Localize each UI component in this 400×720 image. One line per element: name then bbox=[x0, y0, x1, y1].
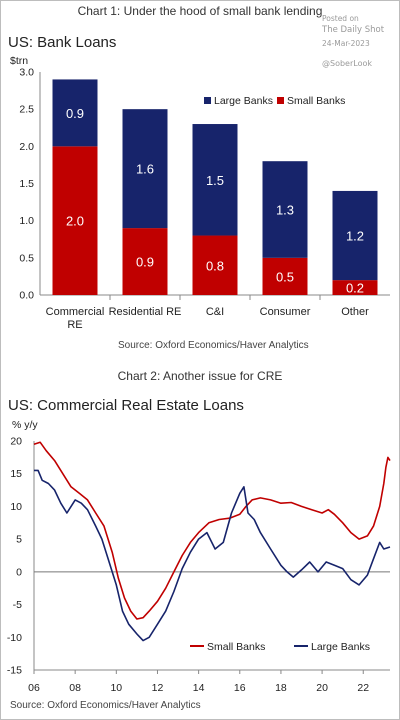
large-banks-data-label: 1.3 bbox=[276, 203, 294, 218]
watermark-handle: @SoberLook bbox=[322, 59, 372, 68]
large-banks-data-label: 1.5 bbox=[206, 173, 224, 188]
small-banks-bar bbox=[262, 257, 308, 295]
y-tick-label: 15 bbox=[10, 468, 22, 480]
category-label: Consumer bbox=[260, 306, 311, 318]
small-banks-data-label: 0.9 bbox=[136, 255, 154, 270]
legend-swatch bbox=[277, 97, 284, 104]
chart2-source: Source: Oxford Economics/Haver Analytics bbox=[10, 700, 201, 711]
chart1-source: Source: Oxford Economics/Haver Analytics bbox=[118, 340, 309, 351]
legend-label: Small Banks bbox=[287, 95, 345, 107]
y-tick-label: -15 bbox=[7, 665, 22, 677]
chart2-heading: Chart 2: Another issue for CRE bbox=[117, 369, 283, 383]
legend-label: Large Banks bbox=[311, 641, 370, 653]
x-tick-label: 10 bbox=[110, 682, 122, 694]
large-banks-bar bbox=[122, 109, 168, 229]
category-label: Commercial bbox=[46, 306, 105, 318]
small-banks-data-label: 0.2 bbox=[346, 281, 364, 296]
y-tick-label: 1.0 bbox=[19, 215, 34, 227]
chart2-title: US: Commercial Real Estate Loans bbox=[8, 397, 244, 414]
watermark-date: 24-Mar-2023 bbox=[322, 39, 370, 48]
category-label: C&I bbox=[206, 306, 224, 318]
category-label: RE bbox=[67, 319, 82, 331]
small-banks-bar bbox=[332, 280, 378, 295]
legend-swatch bbox=[204, 97, 211, 104]
watermark-source: The Daily Shot bbox=[322, 25, 385, 35]
legend-label: Small Banks bbox=[207, 641, 265, 653]
large-banks-bar bbox=[52, 79, 98, 147]
x-tick-label: 20 bbox=[316, 682, 328, 694]
small-banks-bar bbox=[122, 228, 168, 295]
x-tick-label: 22 bbox=[357, 682, 369, 694]
x-tick-label: 18 bbox=[275, 682, 287, 694]
x-tick-label: 16 bbox=[234, 682, 246, 694]
large-banks-bar bbox=[332, 190, 378, 281]
small-banks-bar bbox=[52, 146, 98, 295]
category-label: Residential RE bbox=[109, 306, 182, 318]
y-tick-label: 2.5 bbox=[19, 104, 34, 116]
x-tick-label: 06 bbox=[28, 682, 40, 694]
y-tick-label: 0 bbox=[16, 566, 22, 578]
y-tick-label: 1.5 bbox=[19, 178, 34, 190]
y-tick-label: 2.0 bbox=[19, 141, 34, 153]
large-banks-line bbox=[34, 469, 391, 642]
x-tick-label: 12 bbox=[152, 682, 164, 694]
watermark-posted-on: Posted on bbox=[322, 14, 359, 23]
small-banks-bar bbox=[192, 235, 238, 295]
y-tick-label: 3.0 bbox=[19, 67, 34, 79]
x-tick-label: 14 bbox=[193, 682, 205, 694]
small-banks-data-label: 2.0 bbox=[66, 214, 84, 229]
large-banks-data-label: 0.9 bbox=[66, 106, 84, 121]
small-banks-data-label: 0.8 bbox=[206, 258, 224, 273]
y-tick-label: -10 bbox=[7, 632, 22, 644]
large-banks-data-label: 1.2 bbox=[346, 229, 364, 244]
large-banks-bar bbox=[192, 124, 238, 236]
y-tick-label: 0.5 bbox=[19, 252, 34, 264]
y-tick-label: 20 bbox=[10, 436, 22, 448]
legend-label: Large Banks bbox=[214, 95, 273, 107]
chart1-title: US: Bank Loans bbox=[8, 34, 117, 51]
chart2-y-unit: % y/y bbox=[12, 419, 38, 431]
y-tick-label: 0.0 bbox=[19, 290, 34, 302]
x-tick-label: 08 bbox=[69, 682, 81, 694]
chart1-y-unit: $trn bbox=[10, 55, 29, 67]
chart1-heading: Chart 1: Under the hood of small bank le… bbox=[77, 4, 323, 18]
category-label: Other bbox=[341, 306, 369, 318]
y-tick-label: -5 bbox=[13, 599, 22, 611]
small-banks-data-label: 0.5 bbox=[276, 269, 294, 284]
large-banks-bar bbox=[262, 161, 308, 258]
large-banks-data-label: 1.6 bbox=[136, 162, 154, 177]
small-banks-line bbox=[33, 441, 391, 620]
y-tick-label: 10 bbox=[10, 501, 22, 513]
y-tick-label: 5 bbox=[16, 534, 22, 546]
